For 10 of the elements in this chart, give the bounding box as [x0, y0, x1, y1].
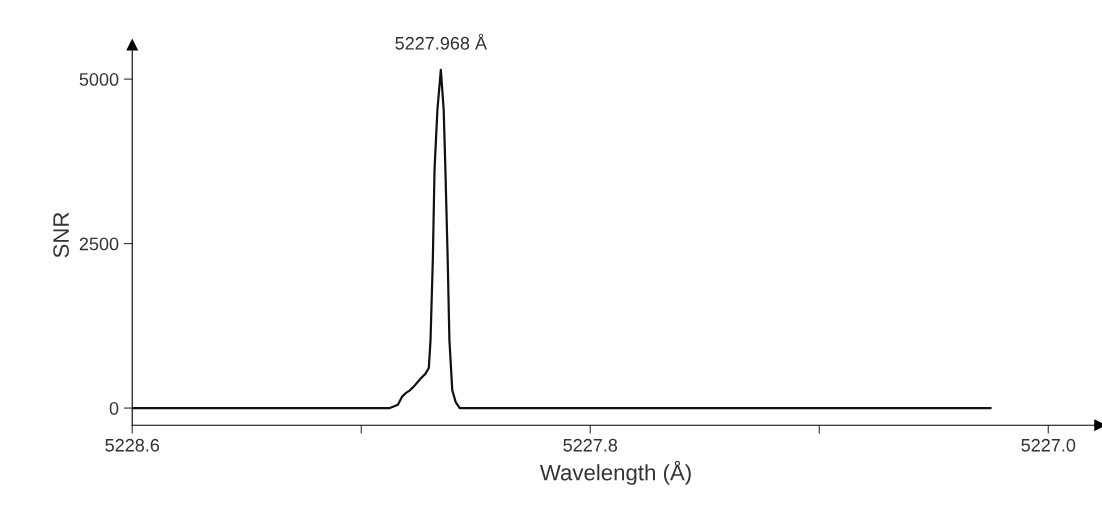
- y-tick-label: 0: [109, 402, 119, 415]
- annotation: 5227.968 Å: [395, 33, 487, 50]
- x-tick-label: 5227.8: [563, 438, 618, 452]
- x-tick-label: 5228.6: [105, 438, 160, 452]
- y-axis-title: SNR: [53, 212, 69, 258]
- x-tick-label: 5227.0: [1021, 438, 1076, 452]
- y-tick-label: 5000: [79, 73, 119, 86]
- y-tick-label: 2500: [79, 237, 119, 251]
- line-series: [132, 68, 992, 410]
- x-axis-title: Wavelength (Å): [539, 460, 691, 485]
